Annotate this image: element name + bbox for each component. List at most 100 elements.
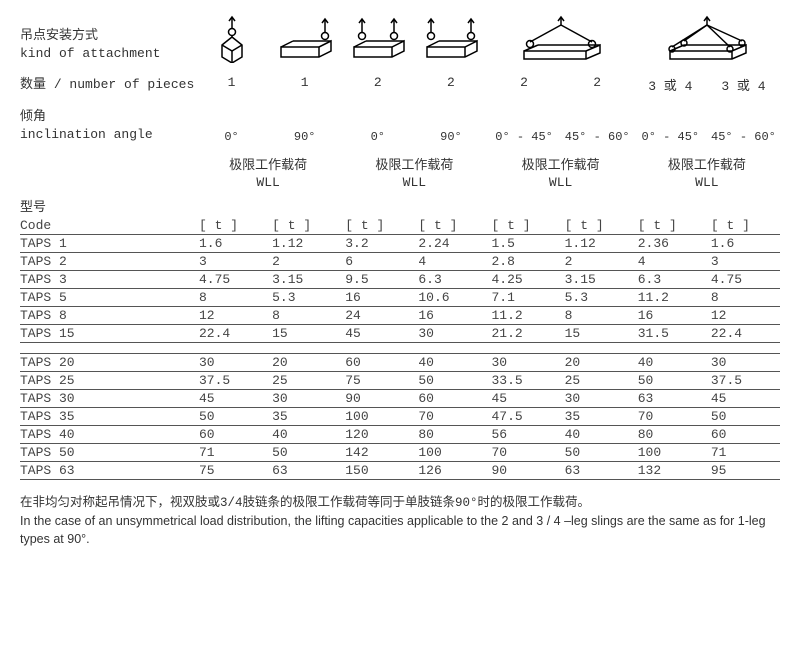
icon-2-sling <box>488 15 634 63</box>
value-cell: 30 <box>195 354 268 372</box>
angle-row: 倾角 inclination angle 0°90°0°90°0° - 45°4… <box>20 108 780 144</box>
wll-group-1: 极限工作载荷WLL <box>195 158 341 192</box>
value-cell: 6 <box>341 253 414 271</box>
pieces-cell: 2 <box>488 75 561 94</box>
value-cell: 80 <box>634 426 707 444</box>
value-cell: 56 <box>488 426 561 444</box>
value-cell: 15 <box>561 325 634 343</box>
attachment-cn: 吊点安装方式 <box>20 28 98 43</box>
value-cell: 10.6 <box>414 289 487 307</box>
angle-cell: 90° <box>268 130 341 144</box>
angle-label: 倾角 inclination angle <box>20 108 195 144</box>
value-cell: 1.12 <box>268 235 341 253</box>
unit-header: [ t ] <box>561 217 634 235</box>
value-cell: 1.6 <box>195 235 268 253</box>
table-row: TAPS 232642.8243 <box>20 253 780 271</box>
attachment-icons-row: 吊点安装方式 kind of attachment <box>20 15 780 63</box>
value-cell: 60 <box>414 390 487 408</box>
icon-2-side <box>414 15 487 63</box>
code-cell: TAPS 5 <box>20 289 195 307</box>
value-cell: 2 <box>268 253 341 271</box>
pieces-cell: 1 <box>268 75 341 94</box>
value-cell: 16 <box>414 307 487 325</box>
value-cell: 30 <box>414 325 487 343</box>
pieces-cell: 2 <box>341 75 414 94</box>
value-cell: 22.4 <box>707 325 780 343</box>
value-cell: 1.6 <box>707 235 780 253</box>
value-cell: 30 <box>268 390 341 408</box>
angle-cell: 0° <box>341 130 414 144</box>
value-cell: 33.5 <box>488 372 561 390</box>
unit-header: [ t ] <box>634 217 707 235</box>
value-cell: 8 <box>195 289 268 307</box>
value-cell: 132 <box>634 462 707 480</box>
type-label: 型号 <box>20 196 780 215</box>
value-cell: 8 <box>268 307 341 325</box>
table-row: TAPS 4060401208056408060 <box>20 426 780 444</box>
pieces-cell: 2 <box>561 75 634 94</box>
value-cell: 8 <box>707 289 780 307</box>
icon-2-vertical <box>341 15 414 63</box>
value-cell: 120 <box>341 426 414 444</box>
value-cell: 70 <box>414 408 487 426</box>
value-cell: 126 <box>414 462 487 480</box>
code-cell: TAPS 2 <box>20 253 195 271</box>
value-cell: 30 <box>707 354 780 372</box>
code-cell: TAPS 63 <box>20 462 195 480</box>
wll-group-3: 极限工作载荷WLL <box>488 158 634 192</box>
value-cell: 5.3 <box>268 289 341 307</box>
value-cell: 4 <box>634 253 707 271</box>
table-row: TAPS 1522.415453021.21531.522.4 <box>20 325 780 343</box>
value-cell: 100 <box>414 444 487 462</box>
pieces-cell: 2 <box>414 75 487 94</box>
code-header: Code <box>20 217 195 235</box>
value-cell: 24 <box>341 307 414 325</box>
value-cell: 7.1 <box>488 289 561 307</box>
table-row: TAPS 637563150126906313295 <box>20 462 780 480</box>
value-cell: 50 <box>707 408 780 426</box>
value-cell: 8 <box>561 307 634 325</box>
value-cell: 31.5 <box>634 325 707 343</box>
value-cell: 15 <box>268 325 341 343</box>
value-cell: 40 <box>634 354 707 372</box>
value-cell: 2 <box>561 253 634 271</box>
value-cell: 150 <box>341 462 414 480</box>
value-cell: 45 <box>341 325 414 343</box>
value-cell: 71 <box>195 444 268 462</box>
value-cell: 71 <box>707 444 780 462</box>
value-cell: 1.5 <box>488 235 561 253</box>
type-cn: 型号 <box>20 200 46 215</box>
value-cell: 63 <box>634 390 707 408</box>
value-cell: 9.5 <box>341 271 414 289</box>
angle-cn: 倾角 <box>20 109 46 124</box>
value-cell: 3 <box>195 253 268 271</box>
value-cell: 16 <box>634 307 707 325</box>
value-cell: 20 <box>561 354 634 372</box>
attachment-en: kind of attachment <box>20 46 160 61</box>
table-row: TAPS 507150142100705010071 <box>20 444 780 462</box>
value-cell: 37.5 <box>707 372 780 390</box>
value-cell: 12 <box>195 307 268 325</box>
value-cell: 4 <box>414 253 487 271</box>
value-cell: 60 <box>341 354 414 372</box>
value-cell: 3.15 <box>268 271 341 289</box>
code-cell: TAPS 35 <box>20 408 195 426</box>
code-cell: TAPS 8 <box>20 307 195 325</box>
pieces-cell: 3 或 4 <box>707 75 780 94</box>
code-cell: TAPS 3 <box>20 271 195 289</box>
table-row: TAPS 585.31610.67.15.311.28 <box>20 289 780 307</box>
attachment-label: 吊点安装方式 kind of attachment <box>20 27 195 63</box>
value-cell: 12 <box>707 307 780 325</box>
value-cell: 35 <box>268 408 341 426</box>
code-cell: TAPS 25 <box>20 372 195 390</box>
value-cell: 90 <box>341 390 414 408</box>
angle-en: inclination angle <box>20 127 153 142</box>
table-row: TAPS 11.61.123.22.241.51.122.361.6 <box>20 235 780 253</box>
value-cell: 11.2 <box>488 307 561 325</box>
value-cell: 45 <box>488 390 561 408</box>
icon-1-vertical <box>195 15 268 63</box>
angle-cell: 0° - 45° <box>488 130 561 144</box>
unit-header: [ t ] <box>488 217 561 235</box>
icon-1-side <box>268 15 341 63</box>
unit-header: [ t ] <box>414 217 487 235</box>
